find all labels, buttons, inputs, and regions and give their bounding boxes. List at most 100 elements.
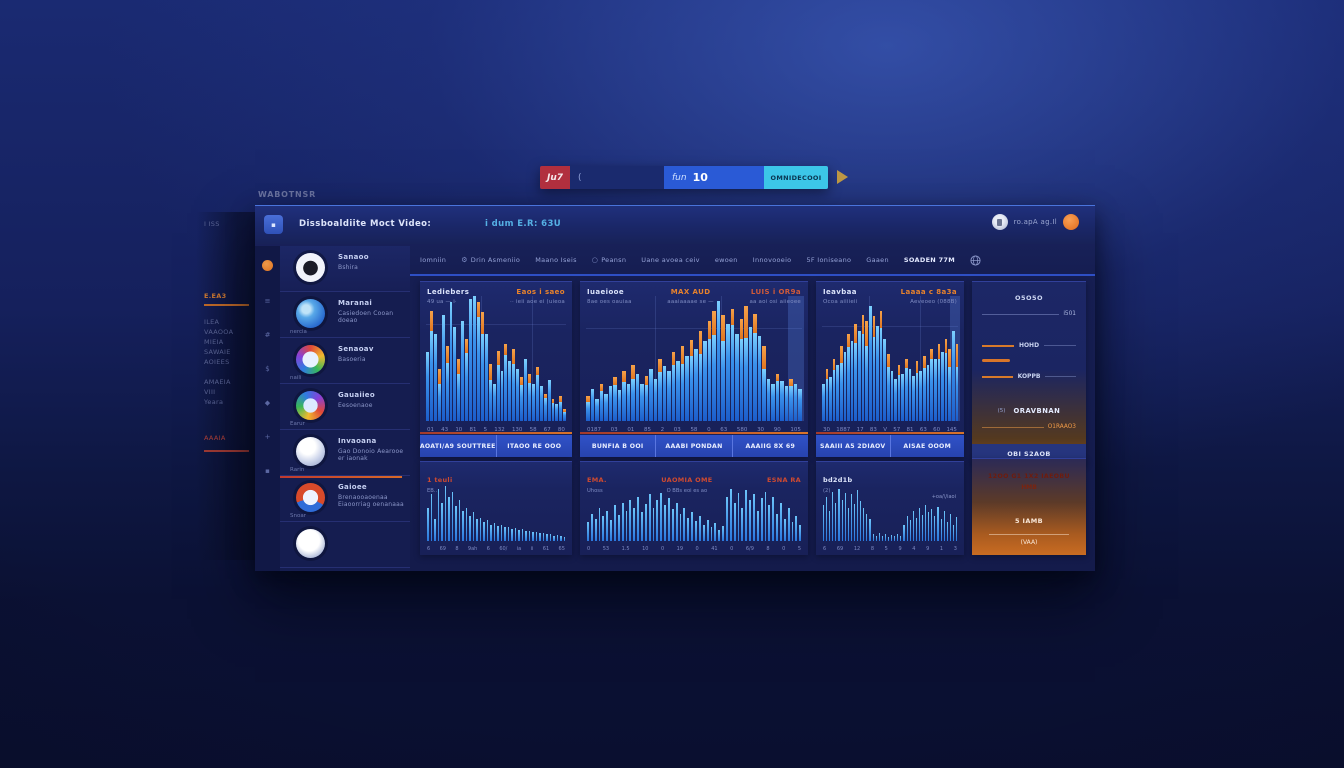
bar-tip <box>480 312 484 334</box>
rail-icon[interactable]: # <box>264 331 271 339</box>
background-window-item: AMAEIA <box>204 378 231 386</box>
bar-tip <box>712 311 716 336</box>
sidebar-item-2[interactable]: nercia Maranai Casiedoen Cooan doeao <box>280 292 410 338</box>
tab-5[interactable]: Uane avoea ceiv <box>641 256 700 264</box>
sidebar-item-7[interactable] <box>280 522 410 568</box>
tab-6[interactable]: ewoen <box>715 256 738 264</box>
bar <box>730 308 735 421</box>
bar <box>594 519 597 541</box>
bar-tip <box>879 311 883 328</box>
bar <box>793 383 798 421</box>
stat-bar[interactable] <box>982 391 1076 394</box>
menu-button[interactable]: ▪ <box>264 215 283 234</box>
window-header: ▪ Dissboaldiite Moct Video: i dum E.R: 6… <box>255 206 1095 244</box>
value-segment[interactable]: fun 10 <box>664 166 764 189</box>
tab-icon: ○ <box>591 256 599 264</box>
bar <box>949 513 951 541</box>
footer-stat[interactable]: AOATI/A9 SOUTTREE <box>420 442 496 450</box>
footer-stat[interactable]: AISAE OOOM <box>889 435 965 457</box>
x-tick: 6 <box>427 546 431 552</box>
bar <box>514 527 516 541</box>
item-title: Maranai <box>338 299 373 307</box>
footer-stat[interactable]: ITAOO RE OOO <box>495 435 573 457</box>
footer-stat[interactable]: AAABI PONDAN <box>655 435 731 457</box>
bar-body <box>832 369 836 421</box>
rail-icon[interactable]: ≡ <box>264 297 271 305</box>
notification-button[interactable] <box>1063 214 1079 230</box>
tab-8[interactable]: 5F Ioniseano <box>806 256 851 264</box>
globe-icon[interactable] <box>970 254 981 266</box>
panel-subtitle: 49 ua — i· <box>427 299 457 305</box>
bar <box>861 314 865 421</box>
x-tick: 9 <box>898 546 902 552</box>
bar-tip <box>775 373 780 381</box>
bar <box>872 534 874 541</box>
stat-bar[interactable] <box>982 328 1076 331</box>
tab-label: Gaaen <box>866 256 889 264</box>
sidebar-item-5[interactable]: Rarin Invaoana Gao Donoio Aearooe er iaona… <box>280 430 410 476</box>
bar-body <box>730 325 735 421</box>
bar-tip <box>955 343 959 367</box>
x-axis: 0187 03 01 85 2 03 58 0 63 580 30 90 105 <box>587 427 801 433</box>
status-dot-icon[interactable] <box>262 260 273 271</box>
rail-icon[interactable]: + <box>264 433 271 441</box>
tab-10[interactable]: SOADEN 77M <box>904 256 955 264</box>
brand-logo[interactable]: Ju7 <box>540 166 570 189</box>
sidebar-item-4[interactable]: Earur Gauaiieo Eesoenaoe <box>280 384 410 430</box>
tab-bar: Iomniin ⚙ Drin Asmeniio Maano Iseis ○ Peansn U… <box>410 246 1095 276</box>
bar <box>625 510 628 541</box>
bar-body <box>527 383 531 421</box>
bar <box>905 358 908 421</box>
footer-stat[interactable]: AAAIIG 8X 69 <box>731 435 808 457</box>
footer-stat[interactable]: SAAIII A5 2DIAOV <box>819 442 886 450</box>
rail-icon[interactable]: ◆ <box>264 399 271 407</box>
play-arrow-icon[interactable] <box>837 170 848 184</box>
bar <box>923 356 926 421</box>
background-window-item <box>204 450 249 452</box>
quick-launch-bar: Ju7 ( fun 10 OMNIDECOOI <box>540 166 848 189</box>
bar-body <box>840 362 843 421</box>
tab-2[interactable]: ⚙ Drin Asmeniio <box>461 256 520 264</box>
bar <box>706 520 709 541</box>
tab-1[interactable]: Iomniin <box>420 256 446 264</box>
action-button[interactable]: OMNIDECOOI <box>764 166 828 189</box>
tab-7[interactable]: Innovooeio <box>753 256 792 264</box>
bar <box>757 336 762 421</box>
sidebar-item-3[interactable]: naili Senaoav Basoeria <box>280 338 410 384</box>
panel-title: Iuaeiooe <box>587 288 625 296</box>
bar <box>532 532 534 541</box>
rail-icon[interactable]: $ <box>265 365 270 373</box>
bar <box>822 383 825 421</box>
address-field[interactable]: ( <box>570 166 664 189</box>
sphere-avatar <box>296 437 325 466</box>
tab-4[interactable]: ○ Peansn <box>592 256 627 264</box>
bar <box>604 393 608 421</box>
bar <box>656 499 659 541</box>
sidebar-item-1[interactable]: Sanaoo Bshira <box>280 246 410 292</box>
bar <box>863 508 865 541</box>
tab-label: 5F Ioniseano <box>806 256 852 264</box>
bar <box>542 532 544 541</box>
x-tick: 80 <box>557 427 565 433</box>
header-link[interactable]: i dum E.R: 63U <box>485 219 562 229</box>
rail-icon[interactable]: ▪ <box>265 467 270 475</box>
bar <box>465 338 469 421</box>
panel-title: 1 teuli <box>427 476 453 484</box>
sidebar-item-6[interactable]: Snoar Gaioee Brenaooaoenaa Eiaoorriag oena… <box>280 476 410 522</box>
tab-9[interactable]: Gaaen <box>866 256 889 264</box>
bar <box>437 368 441 421</box>
x-tick: 6/9 <box>745 546 754 552</box>
bar-body <box>504 355 508 421</box>
user-avatar[interactable] <box>991 214 1008 230</box>
x-tick: 63 <box>919 427 927 433</box>
bar <box>546 534 548 541</box>
footer-stat[interactable]: BUNFIA B OOI <box>591 442 644 450</box>
bar <box>745 490 748 541</box>
item-text: Sanaoo Bshira <box>338 253 406 271</box>
x-tick: 03 <box>610 427 618 433</box>
bar <box>857 490 859 541</box>
bar <box>500 524 502 541</box>
stat-bar-short[interactable] <box>982 359 1011 362</box>
tab-3[interactable]: Maano Iseis <box>535 256 577 264</box>
bar <box>741 508 744 541</box>
